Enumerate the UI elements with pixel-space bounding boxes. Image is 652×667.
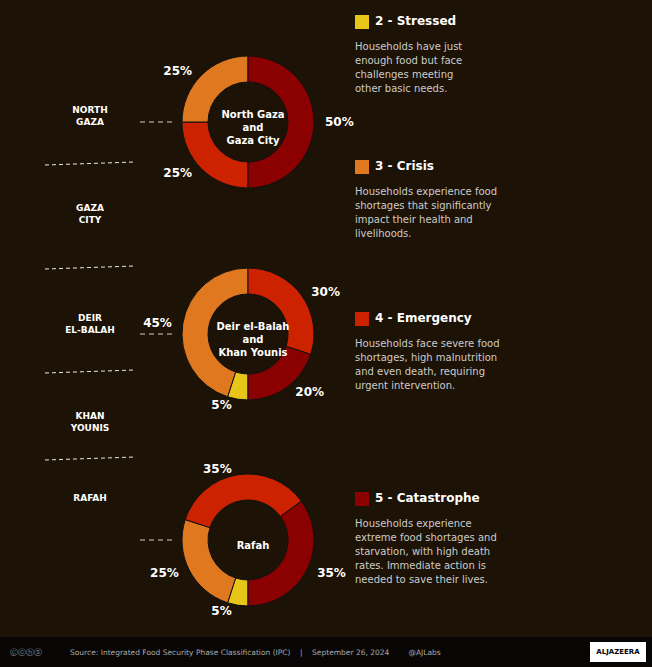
svg-text:extreme food shortages and: extreme food shortages and [355,532,497,543]
svg-text:3 - Crisis: 3 - Crisis [375,159,434,173]
svg-text:Khan Younis: Khan Younis [218,347,287,358]
svg-text:rates. Immediate action is: rates. Immediate action is [355,560,486,571]
svg-text:25%: 25% [163,64,192,78]
svg-text:2 - Stressed: 2 - Stressed [375,14,456,28]
svg-text:Deir el-Balah: Deir el-Balah [217,321,290,332]
svg-text:North Gaza: North Gaza [221,109,284,120]
svg-text:needed to save their lives.: needed to save their lives. [355,574,488,585]
svg-text:other basic needs.: other basic needs. [355,83,447,94]
svg-text:30%: 30% [311,285,340,299]
svg-text:5 - Catastrophe: 5 - Catastrophe [375,491,480,505]
svg-text:starvation, with high death: starvation, with high death [355,546,490,557]
svg-text:impact their health and: impact their health and [355,214,473,225]
svg-text:Source: Integrated Food Securi: Source: Integrated Food Security Phase C… [70,648,441,657]
svg-text:livelihoods.: livelihoods. [355,228,412,239]
svg-text:GAZA: GAZA [76,203,104,213]
svg-text:5%: 5% [211,604,231,618]
svg-text:RAFAH: RAFAH [73,493,107,503]
svg-text:50%: 50% [325,115,354,129]
svg-text:25%: 25% [150,566,179,580]
svg-text:ALJAZEERA: ALJAZEERA [596,648,640,656]
svg-text:Households have just: Households have just [355,41,462,52]
svg-text:45%: 45% [143,316,172,330]
svg-text:enough food but face: enough food but face [355,55,462,66]
svg-text:CITY: CITY [79,215,102,225]
svg-text:YOUNIS: YOUNIS [70,423,110,433]
svg-text:35%: 35% [203,462,232,476]
svg-text:and even death, requiring: and even death, requiring [355,366,485,377]
svg-text:5%: 5% [211,398,231,412]
svg-text:DEIR: DEIR [78,313,102,323]
svg-text:4 - Emergency: 4 - Emergency [375,311,472,325]
svg-text:Ⓒⓒⓗⓢ: Ⓒⓒⓗⓢ [10,648,42,657]
svg-text:and: and [242,334,263,345]
svg-text:EL-BALAH: EL-BALAH [65,325,115,335]
svg-text:25%: 25% [163,166,192,180]
svg-text:urgent intervention.: urgent intervention. [355,380,455,391]
svg-text:Households face severe food: Households face severe food [355,338,500,349]
svg-text:Households experience food: Households experience food [355,186,497,197]
svg-text:20%: 20% [295,385,324,399]
svg-text:GAZA: GAZA [76,117,104,127]
svg-text:challenges meeting: challenges meeting [355,69,453,80]
svg-text:NORTH: NORTH [72,105,107,115]
svg-text:35%: 35% [317,566,346,580]
svg-text:Gaza City: Gaza City [226,135,280,146]
svg-text:Rafah: Rafah [237,540,270,551]
svg-text:KHAN: KHAN [75,411,104,421]
svg-text:and: and [242,122,263,133]
svg-text:shortages that significantly: shortages that significantly [355,200,492,211]
svg-text:Households experience: Households experience [355,518,472,529]
svg-text:shortages, high malnutrition: shortages, high malnutrition [355,352,497,363]
